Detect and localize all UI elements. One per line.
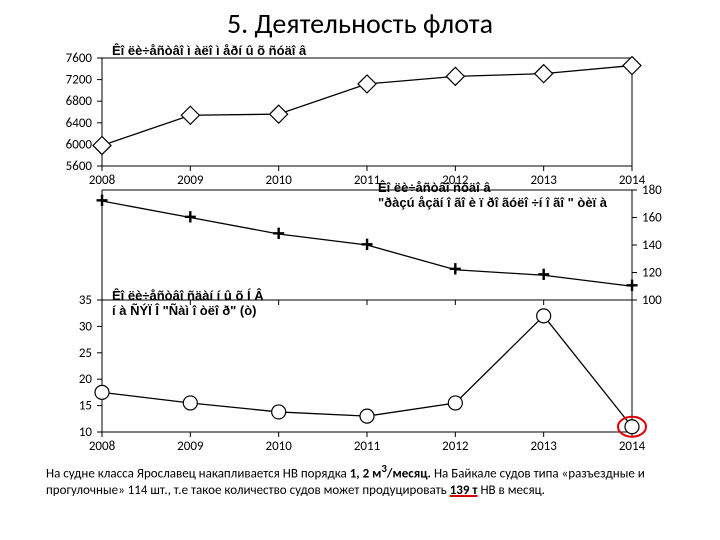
svg-text:Êî ëè÷åñòâî ñóäî â: Êî ëè÷åñòâî ñóäî â xyxy=(378,180,491,195)
svg-text:6800: 6800 xyxy=(66,94,93,109)
svg-text:30: 30 xyxy=(79,319,93,334)
svg-text:+: + xyxy=(184,204,197,229)
svg-text:160: 160 xyxy=(642,211,662,226)
svg-text:"ðàçú åçäí î ãî è ï ðî ãóëî ÷í: "ðàçú åçäí î ãî è ï ðî ãóëî ÷í î ãî " òè… xyxy=(378,195,608,210)
svg-text:35: 35 xyxy=(79,293,92,308)
svg-text:2012: 2012 xyxy=(442,439,469,454)
svg-text:2009: 2009 xyxy=(177,173,204,188)
svg-text:2010: 2010 xyxy=(265,173,292,188)
caption: На судне класса Ярославец накапливается … xyxy=(46,462,682,499)
svg-text:2011: 2011 xyxy=(354,173,380,188)
svg-text:10: 10 xyxy=(79,425,93,440)
svg-text:6000: 6000 xyxy=(66,137,93,152)
svg-text:180: 180 xyxy=(642,183,662,198)
svg-text:2009: 2009 xyxy=(177,439,204,454)
svg-text:15: 15 xyxy=(79,399,92,414)
svg-text:20: 20 xyxy=(79,372,93,387)
svg-text:Êî ëè÷åñòâî ì àëî ì åðí û õ ñó: Êî ëè÷åñòâî ì àëî ì åðí û õ ñóäî â xyxy=(112,43,307,58)
svg-text:120: 120 xyxy=(642,266,662,281)
svg-text:2008: 2008 xyxy=(89,173,116,188)
svg-text:+: + xyxy=(96,188,109,213)
svg-text:í à ÑÝÏ Î "Ñàì î òëî ð" (ò): í à ÑÝÏ Î "Ñàì î òëî ð" (ò) xyxy=(112,303,257,318)
svg-text:2010: 2010 xyxy=(265,439,292,454)
svg-text:2013: 2013 xyxy=(530,173,557,188)
svg-text:7600: 7600 xyxy=(66,51,93,66)
svg-text:100: 100 xyxy=(642,293,662,308)
svg-text:2008: 2008 xyxy=(89,439,116,454)
svg-text:7200: 7200 xyxy=(66,73,93,88)
svg-text:+: + xyxy=(361,232,374,257)
svg-text:5600: 5600 xyxy=(66,159,93,174)
svg-text:2013: 2013 xyxy=(530,439,557,454)
svg-text:6400: 6400 xyxy=(66,116,93,131)
svg-text:+: + xyxy=(449,257,462,282)
svg-text:+: + xyxy=(626,273,639,298)
svg-text:Êî ëè÷åñòâî ñäàí í û õ Í Â: Êî ëè÷åñòâî ñäàí í û õ Í Â xyxy=(112,288,264,303)
svg-text:+: + xyxy=(537,262,550,287)
svg-text:2011: 2011 xyxy=(354,439,380,454)
svg-text:2014: 2014 xyxy=(619,439,646,454)
svg-text:140: 140 xyxy=(642,238,662,253)
svg-text:25: 25 xyxy=(79,346,92,361)
svg-text:+: + xyxy=(272,221,285,246)
charts-svg: 5600600064006800720076002008200920102011… xyxy=(0,0,720,540)
